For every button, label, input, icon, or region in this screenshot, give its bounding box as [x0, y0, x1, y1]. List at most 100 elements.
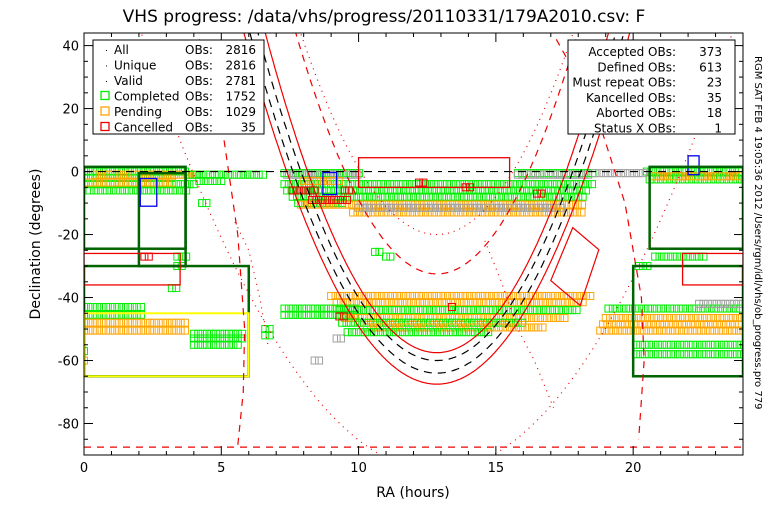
- marker-pending: [433, 323, 442, 332]
- marker-completed: [655, 252, 664, 261]
- marker-pending: [508, 298, 517, 307]
- marker-pending: [485, 323, 494, 332]
- marker-completed: [480, 306, 489, 315]
- marker-completed: [429, 192, 438, 201]
- marker-completed: [398, 192, 407, 201]
- marker-completed: [410, 306, 419, 315]
- marker-completed: [207, 334, 216, 343]
- marker-completed: [371, 247, 380, 256]
- marker-pending: [653, 326, 662, 335]
- marker-completed: [709, 304, 718, 313]
- stat-label: Accepted OBs:: [588, 45, 676, 59]
- marker-completed: [702, 350, 711, 359]
- marker-completed: [404, 318, 413, 327]
- marker-completed: [374, 328, 383, 337]
- marker-pending: [619, 314, 628, 323]
- marker-pending: [652, 172, 661, 181]
- marker-other: [548, 170, 557, 179]
- marker-pending: [636, 314, 645, 323]
- marker-completed: [202, 199, 211, 208]
- marker-completed: [442, 192, 451, 201]
- marker-completed: [207, 340, 216, 349]
- marker-other: [522, 170, 531, 179]
- y-tick-label: -80: [58, 418, 79, 433]
- marker-completed: [289, 304, 298, 313]
- line-red-dotted: [234, 221, 269, 345]
- marker-completed: [546, 306, 555, 315]
- marker-completed: [481, 192, 490, 201]
- marker-pending: [406, 314, 415, 323]
- marker-pending: [117, 170, 126, 179]
- marker-pending: [538, 323, 547, 332]
- marker-completed: [223, 170, 232, 179]
- marker-completed: [456, 318, 465, 327]
- marker-pending: [372, 298, 381, 307]
- curve-black-dashed: [249, 33, 625, 374]
- marker-pending: [727, 172, 736, 181]
- marker-pending: [538, 314, 547, 323]
- marker-pending: [159, 178, 168, 187]
- marker-pending: [106, 318, 115, 327]
- marker-pending: [618, 326, 627, 335]
- marker-other: [525, 203, 534, 212]
- marker-pending: [312, 177, 321, 186]
- marker-completed: [475, 306, 484, 315]
- marker-pending: [543, 298, 552, 307]
- marker-completed: [389, 192, 398, 201]
- marker-pending: [685, 314, 694, 323]
- marker-completed: [719, 340, 728, 349]
- marker-completed: [732, 350, 741, 359]
- stat-label: Kancelled OBs:: [586, 91, 676, 105]
- marker-completed: [420, 192, 429, 201]
- marker-pending: [332, 200, 341, 209]
- marker-completed: [195, 177, 204, 186]
- marker-pending: [450, 314, 459, 323]
- marker-completed: [435, 328, 444, 337]
- marker-pending: [88, 318, 97, 327]
- marker-pending: [416, 298, 425, 307]
- marker-pending: [84, 178, 93, 187]
- marker-pending: [678, 320, 687, 329]
- marker-completed: [233, 329, 242, 338]
- marker-pending: [167, 318, 176, 327]
- marker-other: [521, 203, 530, 212]
- marker-other: [490, 203, 499, 212]
- marker-completed: [211, 340, 220, 349]
- marker-completed: [522, 180, 531, 189]
- marker-other: [451, 203, 460, 212]
- marker-pending: [577, 208, 586, 217]
- marker-other: [402, 203, 411, 212]
- marker-completed: [88, 310, 97, 319]
- marker-other: [547, 203, 556, 212]
- marker-other: [446, 203, 455, 212]
- curve-red-dotted: [299, 33, 574, 236]
- marker-pending: [163, 178, 172, 187]
- marker-pending: [433, 314, 442, 323]
- marker-pending: [455, 314, 464, 323]
- marker-completed: [385, 192, 394, 201]
- legend-square-cancelled-icon: [100, 121, 110, 132]
- marker-completed: [85, 186, 94, 195]
- marker-other: [438, 203, 447, 212]
- marker-other: [337, 334, 346, 343]
- marker-pending: [499, 323, 508, 332]
- marker-pending: [551, 314, 560, 323]
- marker-other: [625, 169, 634, 178]
- region-box-blue: [322, 171, 338, 196]
- marker-pending: [419, 314, 428, 323]
- marker-pending: [657, 172, 666, 181]
- marker-completed: [217, 177, 226, 186]
- marker-pending: [362, 314, 371, 323]
- marker-completed: [409, 328, 418, 337]
- marker-completed: [696, 304, 705, 313]
- marker-completed: [418, 306, 427, 315]
- marker-completed: [189, 334, 198, 343]
- marker-completed: [727, 304, 736, 313]
- marker-pending: [132, 326, 141, 335]
- marker-completed: [670, 304, 679, 313]
- marker-completed: [483, 318, 492, 327]
- marker-pending: [673, 320, 682, 329]
- marker-pending: [115, 178, 124, 187]
- marker-completed: [474, 318, 483, 327]
- marker-completed: [640, 350, 649, 359]
